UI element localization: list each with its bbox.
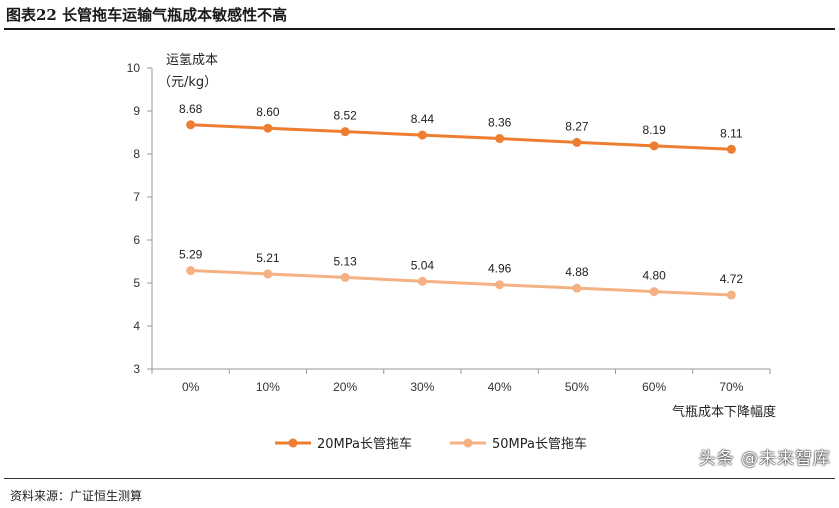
data-point bbox=[186, 120, 196, 130]
data-point bbox=[649, 287, 659, 297]
y-tick-label: 5 bbox=[133, 276, 140, 290]
data-label: 8.36 bbox=[488, 116, 512, 130]
data-point bbox=[649, 141, 659, 151]
figure-title: 图表22 长管拖车运输气瓶成本敏感性不高 bbox=[6, 6, 288, 24]
data-label: 8.68 bbox=[179, 102, 203, 116]
data-point bbox=[726, 144, 736, 154]
y-tick-label: 7 bbox=[133, 190, 140, 204]
x-tick-label: 40% bbox=[488, 380, 512, 394]
x-tick-label: 50% bbox=[565, 380, 589, 394]
data-label: 8.44 bbox=[411, 112, 435, 126]
y-tick-label: 4 bbox=[133, 319, 140, 333]
x-tick-label: 30% bbox=[410, 380, 434, 394]
legend-marker bbox=[288, 438, 298, 448]
data-point bbox=[263, 123, 273, 133]
source-note: 资料来源：广证恒生测算 bbox=[10, 489, 143, 503]
x-tick-label: 0% bbox=[182, 380, 200, 394]
data-label: 4.88 bbox=[565, 265, 589, 279]
chart-series: 8.68 8.60 8.52 8.44 8.36 8.27 8.19 8.11 5.29 5.21… bbox=[179, 102, 743, 300]
data-point bbox=[417, 130, 427, 140]
y-tick-label: 6 bbox=[133, 233, 140, 247]
legend-label: 50MPa长管拖车 bbox=[492, 436, 587, 452]
data-point bbox=[572, 137, 582, 147]
series-line bbox=[190, 269, 732, 297]
data-label: 5.29 bbox=[179, 248, 203, 262]
data-label: 8.27 bbox=[565, 119, 589, 133]
data-label: 5.21 bbox=[256, 251, 280, 265]
data-point bbox=[726, 290, 736, 300]
title-divider bbox=[4, 28, 835, 30]
y-tick-label: 9 bbox=[133, 104, 140, 118]
legend-label: 20MPa长管拖车 bbox=[317, 436, 412, 452]
data-point bbox=[495, 134, 505, 144]
chart-axes: 3 4 5 6 7 8 9 10 0% 10% 20% 30% 40% 50% 60% 70% bbox=[127, 61, 771, 394]
data-point bbox=[495, 280, 505, 290]
y-tick-label: 3 bbox=[133, 362, 140, 376]
y-axis-unit-label: （元/kg） bbox=[158, 75, 217, 90]
data-point bbox=[572, 283, 582, 293]
data-label: 8.19 bbox=[642, 123, 666, 137]
x-tick-label: 70% bbox=[719, 380, 743, 394]
x-tick-label: 10% bbox=[256, 380, 280, 394]
watermark-text: 头条 @未来智库 bbox=[698, 449, 831, 469]
data-label: 5.04 bbox=[411, 258, 435, 272]
x-tick-label: 60% bbox=[642, 380, 666, 394]
footer-divider bbox=[4, 478, 835, 479]
data-point bbox=[186, 266, 196, 276]
data-label: 4.80 bbox=[642, 269, 666, 283]
data-point bbox=[340, 272, 350, 282]
y-tick-label: 8 bbox=[133, 147, 140, 161]
data-point bbox=[417, 276, 427, 286]
data-label: 4.96 bbox=[488, 262, 512, 276]
data-label: 8.60 bbox=[256, 105, 280, 119]
y-axis-label: 运氢成本 bbox=[166, 53, 218, 68]
data-point bbox=[263, 269, 273, 279]
y-tick-label: 10 bbox=[127, 61, 141, 75]
data-label: 5.13 bbox=[333, 254, 357, 268]
chart-legend: 20MPa长管拖车 50MPa长管拖车 bbox=[275, 436, 587, 452]
data-label: 8.52 bbox=[333, 109, 357, 123]
data-label: 4.72 bbox=[720, 272, 744, 286]
data-point bbox=[340, 127, 350, 137]
legend-marker bbox=[463, 438, 473, 448]
series-line bbox=[190, 123, 732, 151]
x-axis-label: 气瓶成本下降幅度 bbox=[672, 404, 776, 420]
data-label: 8.11 bbox=[720, 126, 743, 140]
x-tick-label: 20% bbox=[333, 380, 357, 394]
